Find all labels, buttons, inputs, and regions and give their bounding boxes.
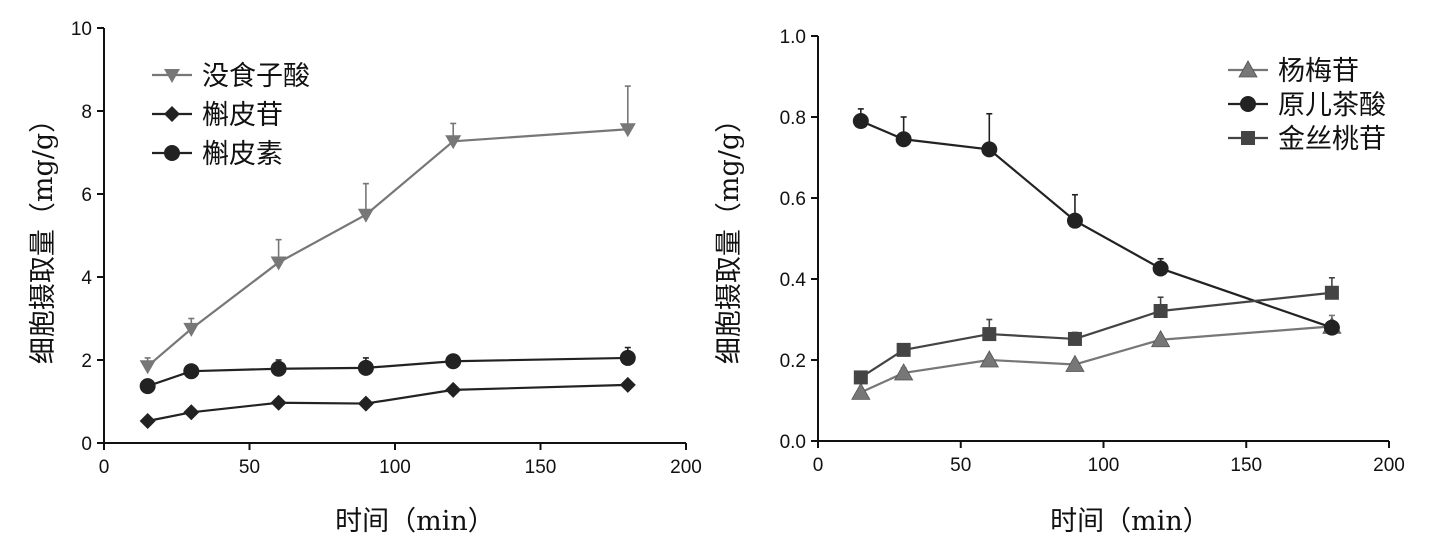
data-point — [139, 413, 156, 430]
x-axis-label: 时间（min） — [1050, 506, 1210, 537]
chart-2: 0 50 100 150 200 0.0 0.2 0.4 0.6 0.8 1.0 时间（min） 细胞摄… — [714, 27, 1405, 537]
legend-label: 没食子酸 — [202, 61, 310, 92]
data-point — [893, 363, 914, 381]
data-point — [183, 363, 200, 380]
y-tick-label: 0.2 — [780, 351, 806, 372]
data-point — [619, 123, 636, 138]
series-杨梅苷 — [851, 314, 1342, 400]
x-tick-label: 100 — [379, 457, 411, 478]
series-line — [860, 291, 1333, 379]
legend-item: 槲皮素 — [152, 139, 283, 170]
data-point — [139, 378, 156, 395]
series-line — [860, 325, 1332, 394]
x-tick-label: 200 — [1373, 455, 1405, 476]
series-槲皮苷 — [139, 376, 636, 430]
data-point — [853, 370, 868, 385]
y-axis-label: 细胞摄取量（mg/g） — [714, 106, 745, 364]
data-point — [982, 327, 997, 342]
data-point — [270, 256, 287, 271]
data-point — [1067, 331, 1082, 346]
y-tick-label: 10 — [71, 19, 92, 40]
legend-item: 原儿茶酸 — [1228, 90, 1386, 121]
legend-marker — [1241, 131, 1255, 145]
y-tick-label: 6 — [81, 185, 92, 206]
series-line — [147, 356, 628, 388]
series-line — [860, 120, 1333, 329]
y-tick-label: 8 — [81, 102, 92, 123]
x-tick-label: 150 — [525, 457, 557, 478]
data-point — [619, 349, 636, 366]
legend-marker — [164, 106, 180, 122]
legend-marker — [1240, 96, 1256, 112]
y-tick-label: 0.4 — [780, 270, 807, 291]
data-point — [357, 208, 374, 223]
x-tick-label: 100 — [1088, 455, 1120, 476]
data-point — [139, 360, 156, 375]
data-point — [619, 376, 636, 393]
data-point — [1152, 260, 1169, 277]
legend-item: 杨梅苷 — [1228, 56, 1359, 87]
data-point — [445, 353, 462, 370]
chart-1: 0 50 100 150 200 0 2 4 6 8 10 时间（min） 细胞摄取量（mg/g） 没食子… — [28, 19, 702, 537]
data-point — [1324, 285, 1339, 300]
data-point — [1150, 329, 1171, 348]
data-point — [981, 141, 998, 158]
legend-item: 没食子酸 — [152, 61, 310, 92]
data-point — [1065, 354, 1085, 372]
data-point — [896, 342, 911, 357]
y-axis-label: 细胞摄取量（mg/g） — [28, 106, 59, 364]
y-tick-label: 0.8 — [780, 108, 806, 129]
data-point — [445, 135, 462, 150]
data-point — [357, 395, 374, 412]
data-point — [183, 322, 200, 337]
data-point — [1153, 303, 1168, 318]
data-point — [357, 359, 374, 376]
series-原儿茶酸 — [852, 108, 1340, 336]
x-tick-label: 150 — [1230, 455, 1262, 476]
data-point — [895, 131, 912, 148]
legend-marker — [164, 69, 180, 83]
data-point — [183, 404, 200, 421]
x-tick-label: 50 — [239, 457, 260, 478]
series-槲皮素 — [139, 346, 636, 395]
legend-item: 槲皮苷 — [152, 100, 283, 131]
y-tick-label: 0 — [81, 434, 92, 455]
x-tick-label: 200 — [670, 457, 702, 478]
data-point — [1323, 319, 1340, 336]
y-tick-label: 4 — [81, 268, 92, 289]
y-tick-label: 0.6 — [780, 189, 806, 210]
series-金丝桃苷 — [853, 276, 1339, 385]
legend-item: 金丝桃苷 — [1228, 124, 1386, 155]
y-tick-label: 1.0 — [780, 27, 806, 48]
series-line — [146, 128, 628, 368]
legend-label: 槲皮苷 — [202, 100, 283, 131]
x-axis-label: 时间（min） — [335, 506, 495, 537]
data-point — [979, 350, 999, 368]
data-point — [270, 360, 287, 377]
legend-label: 原儿茶酸 — [1278, 90, 1386, 121]
data-point — [1066, 212, 1083, 229]
series-没食子酸 — [139, 85, 636, 375]
data-point — [445, 381, 462, 398]
series-line — [147, 383, 628, 423]
data-point — [270, 394, 287, 411]
x-tick-label: 0 — [99, 457, 110, 478]
data-point — [851, 382, 871, 400]
legend-marker — [1238, 60, 1258, 78]
x-tick-label: 50 — [950, 455, 971, 476]
legend-marker — [164, 145, 180, 161]
y-tick-label: 0.0 — [780, 432, 806, 453]
data-point — [852, 113, 869, 130]
legend-label: 金丝桃苷 — [1278, 124, 1386, 155]
y-tick-label: 2 — [81, 351, 92, 372]
legend-label: 杨梅苷 — [1278, 56, 1359, 87]
x-tick-label: 0 — [813, 455, 824, 476]
legend-label: 槲皮素 — [202, 139, 283, 170]
